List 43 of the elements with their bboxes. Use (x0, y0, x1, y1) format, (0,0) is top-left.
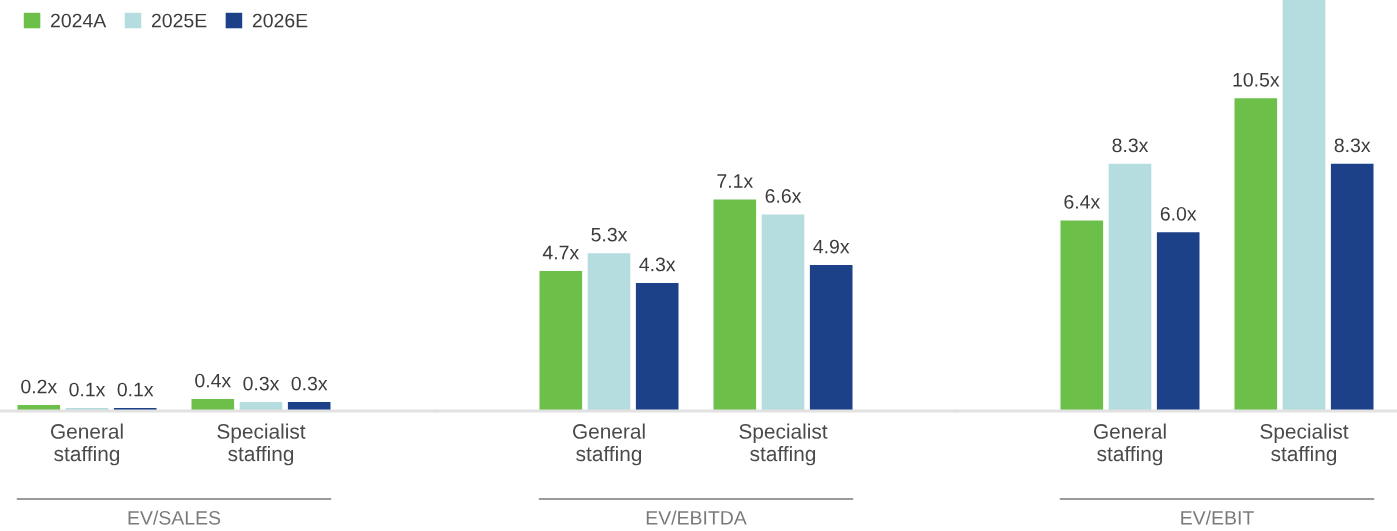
bar (539, 271, 583, 411)
data-label: 6.4x (1064, 195, 1100, 209)
data-label: 0.4x (195, 373, 231, 388)
x-tick-label: General staffing (1093, 423, 1166, 466)
data-label: 6.0x (1160, 206, 1197, 221)
bar (1108, 163, 1152, 411)
x-tick-label: Specialist staffing (739, 423, 828, 466)
bar (809, 265, 853, 411)
x-axis-title: EV/EBIT (1181, 510, 1254, 525)
bar (635, 282, 679, 411)
bar (1156, 232, 1200, 411)
data-label: 7.1x (717, 174, 753, 188)
legend-label: 2024A (51, 13, 107, 28)
data-label: 4.3x (639, 257, 676, 272)
data-label: 4.7x (542, 245, 579, 260)
x-axis-title: EV/SALES (128, 510, 221, 525)
data-label: 0.3x (291, 376, 328, 391)
bar (713, 199, 757, 411)
data-label: 6.6x (765, 189, 802, 203)
legend-label: 2026E (252, 13, 308, 28)
bar (587, 253, 631, 411)
bar (1060, 220, 1104, 411)
data-label: 4.9x (813, 239, 850, 254)
data-label: 10.5x (1233, 72, 1280, 87)
data-label: 0.3x (243, 376, 280, 391)
bar (1282, 0, 1326, 411)
x-tick-label: Specialist staffing (217, 423, 306, 466)
bar (761, 214, 805, 411)
data-label: 0.1x (69, 382, 106, 397)
bar (191, 399, 235, 411)
data-label: 5.3x (591, 227, 628, 242)
x-tick-label: General staffing (572, 423, 645, 466)
x-tick-label: General staffing (50, 423, 123, 466)
bar (1234, 98, 1278, 411)
data-label: 0.2x (21, 379, 57, 394)
legend-label: 2025E (151, 13, 207, 28)
x-tick-label: Specialist staffing (1260, 423, 1349, 466)
data-label: 8.3x (1112, 138, 1149, 153)
bar (287, 402, 331, 411)
x-axis-title: EV/EBITDA (646, 510, 747, 525)
data-label: 8.3x (1334, 138, 1371, 153)
data-label: 0.1x (117, 382, 154, 397)
bar (1330, 163, 1374, 411)
